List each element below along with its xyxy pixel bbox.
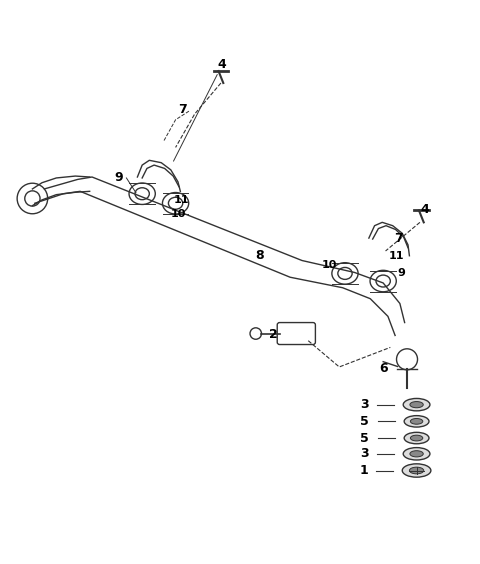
Ellipse shape (404, 416, 429, 427)
Text: 4: 4 (421, 203, 430, 216)
Text: 3: 3 (360, 447, 368, 460)
Text: 4: 4 (217, 58, 226, 72)
Text: 5: 5 (360, 415, 369, 428)
Text: 2: 2 (269, 328, 278, 341)
Text: 8: 8 (255, 249, 264, 262)
Text: 1: 1 (360, 464, 369, 477)
Ellipse shape (402, 464, 431, 477)
Text: 7: 7 (179, 103, 187, 116)
Ellipse shape (410, 418, 423, 424)
Text: 10: 10 (170, 209, 186, 219)
Text: 6: 6 (379, 362, 387, 376)
Text: 11: 11 (389, 251, 404, 261)
Ellipse shape (410, 451, 423, 457)
Ellipse shape (409, 467, 424, 474)
Ellipse shape (403, 448, 430, 460)
Text: 11: 11 (174, 195, 190, 205)
Text: 9: 9 (114, 171, 122, 184)
Text: 5: 5 (360, 431, 369, 444)
Ellipse shape (410, 402, 423, 408)
Ellipse shape (403, 398, 430, 411)
Ellipse shape (404, 433, 429, 444)
Ellipse shape (410, 435, 423, 441)
Text: 10: 10 (322, 260, 337, 270)
Text: 3: 3 (360, 398, 368, 411)
Text: 9: 9 (397, 268, 405, 279)
Text: 7: 7 (394, 232, 403, 245)
